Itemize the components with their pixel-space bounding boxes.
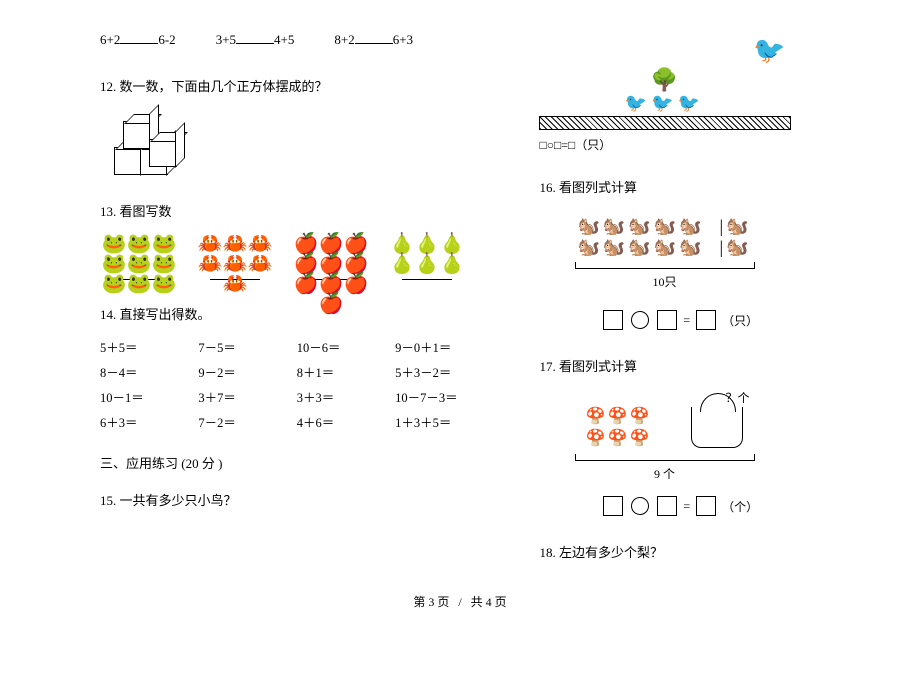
calc-item: 5＋3－2＝ (395, 362, 479, 381)
q15-answer: □○□=□（只） (540, 136, 821, 153)
calc-item: 6＋3＝ (100, 412, 184, 431)
q14-grid: 5＋5＝ 7－5＝ 10－6＝ 9－0＋1＝ 8－4＝ 9－2＝ 8＋1＝ 5＋… (100, 337, 480, 431)
q14-title: 14. 直接写出得数。 (100, 304, 480, 323)
compare-item: 3+54+5 (216, 30, 295, 48)
q17-answer: = （个） (540, 496, 821, 516)
q17-figure: ？个 🍄🍄🍄 🍄🍄🍄 9 个 (540, 389, 790, 486)
calc-item: 5＋5＝ (100, 337, 184, 356)
calc-item: 1＋3＋5＝ (395, 412, 479, 431)
q16-count: 10只 (652, 269, 676, 294)
q15-figure: 🐦 🌳 🐦🐦🐦 (540, 30, 790, 130)
q12-cubes-figure (110, 109, 182, 181)
calc-item: 8－4＝ (100, 362, 184, 381)
q13-title: 13. 看图写数 (100, 201, 480, 220)
calc-item: 10－7－3＝ (395, 387, 479, 406)
q11-comparisons: 6+26-2 3+54+5 8+26+3 (100, 30, 480, 48)
compare-item: 8+26+3 (334, 30, 413, 48)
section3-heading: 三、应用练习 (20 分 ) (100, 453, 480, 472)
calc-item: 4＋6＝ (297, 412, 381, 431)
page-footer: 第 3 页 / 共 4 页 (100, 593, 820, 610)
q16-title: 16. 看图列式计算 (540, 177, 821, 196)
calc-item: 10－1＝ (100, 387, 184, 406)
q13-group: 🍐🍐🍐🍐🍐🍐 (388, 234, 466, 280)
calc-item: 10－6＝ (297, 337, 381, 356)
calc-item: 9－2＝ (198, 362, 282, 381)
q17-count: 9 个 (654, 461, 675, 486)
q18-title: 18. 左边有多少个梨？ (540, 542, 821, 561)
q16-answer: = （只） (540, 310, 821, 330)
q16-figure: 🐿️🐿️🐿️🐿️🐿️ |🐿️ 🐿️🐿️🐿️🐿️🐿️ |🐿️ 10只 (540, 210, 790, 300)
calc-item: 3＋7＝ (198, 387, 282, 406)
q12-title: 12. 数一数，下面由几个正方体摆成的？ (100, 76, 480, 95)
q15-title: 15. 一共有多少只小鸟？ (100, 490, 480, 509)
calc-item: 3＋3＝ (297, 387, 381, 406)
calc-item: 7－2＝ (198, 412, 282, 431)
q13-picture-row: 🐸🐸🐸🐸🐸🐸🐸🐸🐸 🦀🦀🦀🦀🦀🦀🦀 🍎🍎🍎🍎🍎🍎🍎🍎🍎🍎 🍐🍐🍐🍐🍐🍐 (100, 234, 480, 280)
q13-group: 🍎🍎🍎🍎🍎🍎🍎🍎🍎🍎 (292, 234, 370, 280)
q13-group: 🐸🐸🐸🐸🐸🐸🐸🐸🐸 (100, 234, 178, 280)
calc-item: 8＋1＝ (297, 362, 381, 381)
compare-item: 6+26-2 (100, 30, 176, 48)
calc-item: 7－5＝ (198, 337, 282, 356)
q13-group: 🦀🦀🦀🦀🦀🦀🦀 (196, 234, 274, 280)
calc-item: 9－0＋1＝ (395, 337, 479, 356)
q17-title: 17. 看图列式计算 (540, 356, 821, 375)
